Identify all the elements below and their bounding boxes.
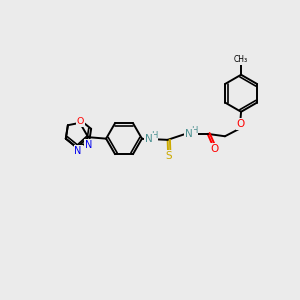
Text: O: O bbox=[77, 117, 84, 126]
Text: H: H bbox=[151, 131, 158, 140]
Text: S: S bbox=[165, 151, 172, 161]
Text: CH₃: CH₃ bbox=[234, 55, 248, 64]
Text: N: N bbox=[85, 140, 92, 150]
Text: N: N bbox=[74, 146, 82, 156]
Text: N: N bbox=[145, 134, 153, 144]
Text: O: O bbox=[236, 119, 244, 129]
Text: N: N bbox=[185, 129, 193, 139]
Text: O: O bbox=[210, 144, 218, 154]
Text: H: H bbox=[191, 126, 198, 135]
